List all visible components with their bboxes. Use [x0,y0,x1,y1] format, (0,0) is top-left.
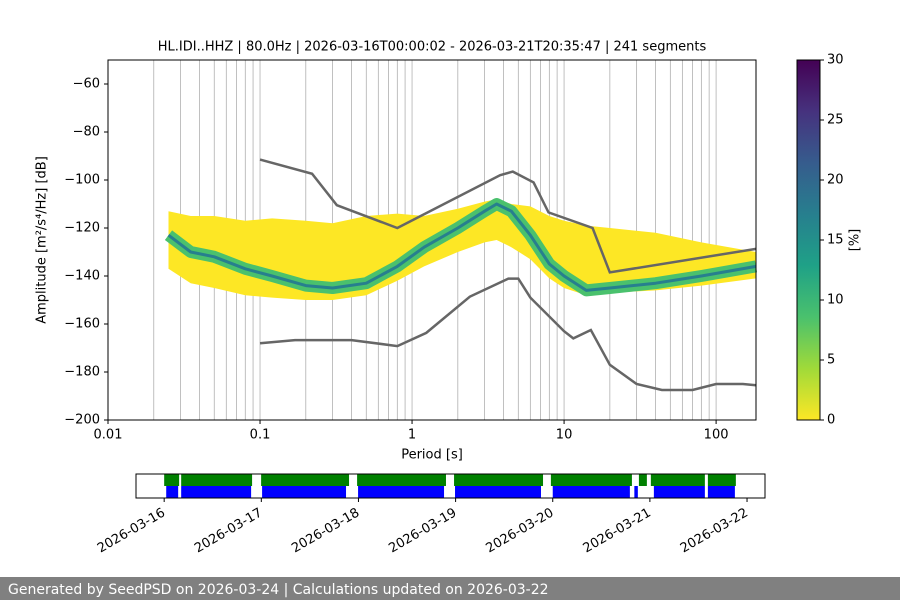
colorbar-tick-label: 30 [827,53,844,68]
date-tick-label: 2026-03-19 [386,506,459,557]
y-tick-label: −100 [64,173,100,188]
colorbar-tick-label: 15 [827,233,844,248]
colorbar-tick-label: 10 [827,293,844,308]
date-tick-label: 2026-03-17 [192,506,265,557]
x-axis-label: Period [s] [401,448,463,463]
y-tick-label: −120 [64,221,100,236]
date-tick-label: 2026-03-18 [289,506,362,557]
coverage-frame [135,473,766,499]
y-tick-label: −180 [64,365,100,380]
colorbar-tick-label: 20 [827,173,844,188]
psd-spread [168,199,756,300]
x-tick-label: 100 [704,428,729,443]
coverage-segment [181,474,253,486]
coverage-segment [181,486,252,498]
coverage-segment [262,486,347,498]
coverage-segment [455,486,541,498]
y-tick-label: −140 [64,269,100,284]
coverage-segment [358,486,445,498]
date-tick-label: 2026-03-22 [678,506,751,557]
y-tick-label: −60 [73,77,100,92]
date-tick-label: 2026-03-20 [484,506,557,557]
nhnm-line [259,158,757,274]
x-tick-label: 0.1 [250,428,271,443]
coverage-segment [550,474,632,486]
y-tick-label: −80 [73,125,100,140]
y-tick-label: −160 [64,317,100,332]
coverage-segment [707,486,735,498]
plot-frame [107,59,757,421]
nlnm-line [259,277,757,392]
footer-text: Generated by SeedPSD on 2026-03-24 | Cal… [8,582,549,598]
coverage-segment [634,486,638,498]
x-tick-label: 10 [556,428,573,443]
coverage-segment [357,474,446,486]
x-tick-label: 0.01 [94,428,123,443]
chart-title: HL.IDI..HHZ | 80.0Hz | 2026-03-16T00:00:… [158,40,707,55]
date-tick-label: 2026-03-16 [95,506,168,557]
coverage-segment [166,486,179,498]
colorbar-tick-label: 0 [827,413,835,428]
colorbar-label: [%] [848,229,863,252]
y-axis-label: Amplitude [m²/s⁴/Hz] [dB] [35,156,50,324]
colorbar [796,59,821,421]
coverage-segment [261,474,350,486]
coverage-segment [454,474,544,486]
psd-mode [167,202,757,292]
y-tick-label: −200 [64,413,100,428]
footer-bar [0,577,900,600]
colorbar-tick-label: 25 [827,113,844,128]
coverage-segment [552,486,630,498]
date-tick-label: 2026-03-21 [581,506,654,557]
coverage-segment [164,474,180,486]
coverage-segment [650,474,705,486]
coverage-segment [707,474,736,486]
colorbar-tick-label: 5 [827,353,835,368]
coverage-segment [638,474,647,486]
x-tick-label: 1 [408,428,416,443]
coverage-segment [653,486,705,498]
